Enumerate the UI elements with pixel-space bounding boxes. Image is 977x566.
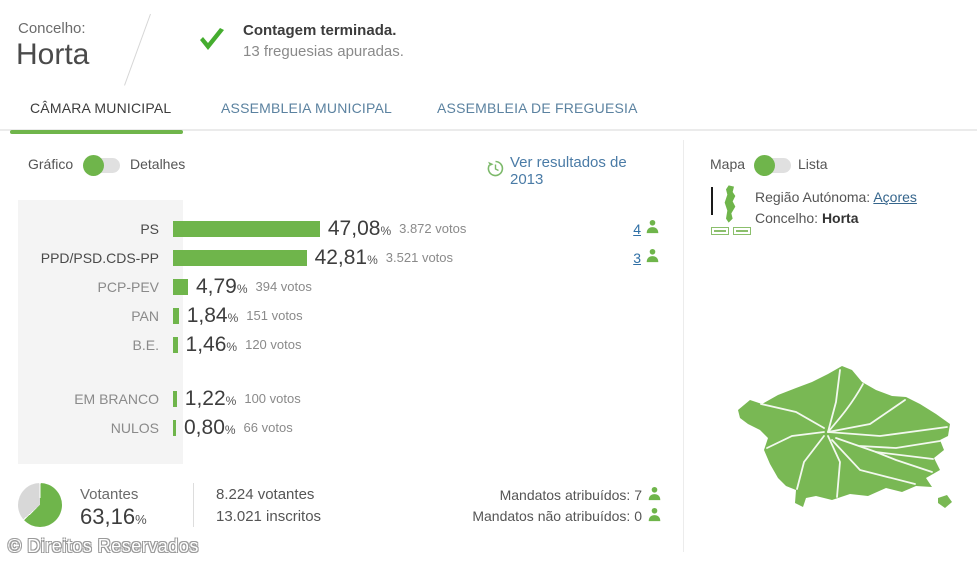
party-label: NULOS [110,419,159,436]
history-icon [487,160,504,182]
concelho-bc-value: Horta [821,210,859,226]
person-icon [647,507,662,525]
seats-count-link[interactable]: 3 [633,249,641,266]
breadcrumb-region: Região Autónoma: Açores [755,189,917,205]
tab-assembleia-municipal[interactable]: ASSEMBLEIA MUNICIPAL [221,100,392,131]
result-bar [173,419,176,436]
tab-bar: CÂMARA MUNICIPAL ASSEMBLEIA MUNICIPAL AS… [0,100,977,134]
summary-divider [193,483,194,527]
result-row: PCP-PEV 4,79% 394 votos [18,272,668,301]
concelho-bc-label: Concelho: [755,210,819,226]
votantes-percent: 63,16% [80,504,147,530]
votes-count: 66 votos [243,420,293,435]
percent-value: 1,46% [185,332,238,356]
inscritos-count: 13.021 inscritos [216,508,322,525]
vertical-divider [683,140,684,552]
mapa-lista-toggle[interactable] [754,155,791,176]
region-label: Região Autónoma: [755,189,871,205]
result-bar [173,390,177,407]
ver-resultados-2013-link[interactable]: Ver resultados de 2013 [487,154,658,188]
chart-label-column [18,200,183,464]
party-label: EM BRANCO [74,390,159,407]
percent-value: 47,08% [327,216,392,240]
party-label: PCP-PEV [97,278,159,295]
percent-value: 1,22% [184,386,237,410]
portugal-map-icon[interactable] [719,184,741,229]
status-subtitle: 13 freguesias apuradas. [243,43,404,60]
party-label: PAN [131,307,159,324]
votantes-percent-value: 63,16 [80,504,136,529]
person-icon [645,248,660,268]
votes-count: 151 votos [246,308,303,323]
toggle-knob [754,155,775,176]
result-bar [173,336,178,353]
copyright-text: © Direitos Reservados [8,536,199,556]
percent-value: 1,84% [186,303,239,327]
seats-link-group: 4 [633,219,660,239]
mandatos-atribuidos-text: Mandatos atribuídos: 7 [499,487,642,503]
result-bar [173,249,307,266]
person-icon [645,219,660,239]
mandatos-nao-atribuidos-text: Mandatos não atribuídos: 0 [472,508,642,524]
tab-label: ASSEMBLEIA MUNICIPAL [221,100,393,116]
toggle-knob [83,155,104,176]
result-bar [173,278,188,295]
party-label: PPD/PSD.CDS-PP [40,249,159,266]
concelho-name: Horta [16,38,90,71]
votes-count: 3.872 votos [399,221,467,236]
party-label: PS [140,220,159,237]
grafico-label: Gráfico [28,156,74,172]
votes-count: 120 votos [245,337,302,352]
detalhes-label: Detalhes [130,156,186,172]
result-row: PAN 1,84% 151 votos [18,301,668,330]
percent-value: 0,80% [184,415,236,439]
result-row: PS 47,08% 3.872 votos 4 [18,214,668,243]
result-row: B.E. 1,46% 120 votos [18,330,668,359]
concelho-label: Concelho: [18,20,86,37]
votes-count: 394 votos [255,279,312,294]
percent-value: 4,79% [195,274,248,298]
azores-inset-box[interactable] [711,227,729,235]
grafico-detalhes-toggle[interactable] [83,155,120,176]
active-tab-underline [10,130,184,134]
mandatos-nao-atribuidos: Mandatos não atribuídos: 0 [400,507,662,525]
person-icon [647,486,662,504]
checkmark-icon [196,24,228,61]
madeira-inset-box[interactable] [733,227,751,235]
votes-count: 100 votos [244,391,301,406]
lista-label: Lista [798,156,828,172]
acores-link[interactable]: Açores [873,189,917,205]
breadcrumb-concelho: Concelho: Horta [755,210,859,226]
result-row: EM BRANCO 1,22% 100 votos [18,384,668,413]
turnout-pie-chart [18,483,62,527]
result-bar [173,220,320,237]
status-title: Contagem terminada. [243,22,397,39]
seats-count-link[interactable]: 4 [633,220,641,237]
faial-island-map[interactable] [700,340,970,545]
mapa-label: Mapa [710,156,746,172]
seats-link-group: 3 [633,248,660,268]
percent-sign: % [135,512,147,527]
votantes-count: 8.224 votantes [216,486,315,503]
mandatos-atribuidos: Mandatos atribuídos: 7 [400,486,662,504]
text-cursor [711,187,713,215]
tab-camara-municipal[interactable]: CÂMARA MUNICIPAL [10,100,184,134]
votantes-label: Votantes [80,486,139,503]
history-link-label: Ver resultados de 2013 [510,154,627,188]
party-label: B.E. [132,336,159,353]
tab-assembleia-freguesia[interactable]: ASSEMBLEIA DE FREGUESIA [437,100,638,131]
results-bar-chart: PS 47,08% 3.872 votos 4 PPD/PSD.CDS-PP 42,81%… [18,200,668,442]
result-bar [173,307,179,324]
header-slash-divider [124,13,151,86]
result-row: NULOS 0,80% 66 votos [18,413,668,442]
tab-label: CÂMARA MUNICIPAL [30,100,172,116]
percent-value: 42,81% [314,245,378,269]
votes-count: 3.521 votos [385,250,454,265]
result-row: PPD/PSD.CDS-PP 42,81% 3.521 votos 3 [18,243,668,272]
tab-label: ASSEMBLEIA DE FREGUESIA [437,100,638,116]
